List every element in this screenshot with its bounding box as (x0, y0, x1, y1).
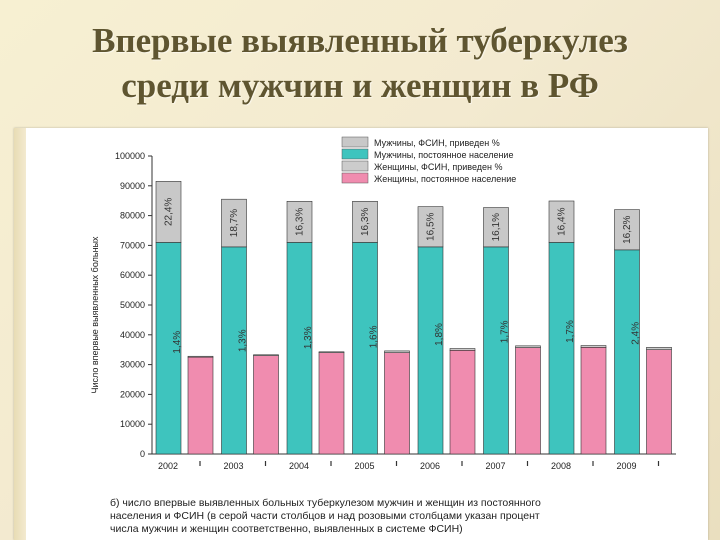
women-fsin-percent-label: 1,8% (434, 323, 445, 346)
women-fsin-percent-label: 1,4% (172, 331, 183, 354)
men-fsin-percent-label: 16,1% (491, 213, 502, 241)
legend-swatch (341, 136, 369, 148)
women-fsin-percent-label: 2,4% (631, 322, 642, 345)
y-tick-label: 0 (140, 449, 145, 459)
frame-edge (14, 128, 26, 540)
chart-caption-line: числа мужчин и женщин соответственно, вы… (110, 523, 463, 535)
y-tick-label: 30000 (120, 360, 145, 370)
slide-title-line-2: среди мужчин и женщин в РФ (121, 66, 599, 105)
bar-men-civil (483, 246, 509, 455)
bar-women-civil (580, 347, 607, 455)
bar-women-fsin (449, 348, 476, 351)
legend-swatch (341, 148, 369, 160)
bar-women-fsin (318, 351, 345, 353)
bar-women-fsin (187, 355, 214, 358)
x-tick-label: 2006 (420, 461, 440, 471)
women-fsin-percent-label: 1,7% (565, 320, 576, 343)
men-fsin-percent-label: 16,5% (426, 212, 437, 240)
bar-women-fsin (646, 347, 672, 350)
x-tick-label: 2004 (289, 461, 309, 471)
bar-women-civil (646, 349, 672, 455)
x-tick-label: 2007 (485, 461, 505, 471)
x-tick-label: 2009 (616, 461, 636, 471)
bar-women-civil (515, 347, 541, 455)
y-tick-label: 100000 (115, 151, 145, 161)
bar-men-fsin (155, 181, 182, 243)
bar-men-civil (548, 242, 575, 455)
x-tick-label: 2008 (551, 461, 571, 471)
y-tick-label: 40000 (120, 330, 145, 340)
bar-women-fsin (515, 345, 541, 348)
men-fsin-percent-label: 16,3% (360, 208, 371, 236)
slide-title: Впервые выявленный туберкулез среди мужч… (0, 18, 720, 108)
bar-men-civil (286, 242, 313, 455)
legend-label: Женщины, ФСИН, приведен % (374, 162, 502, 172)
bar-women-fsin (580, 345, 607, 348)
women-fsin-percent-label: 1,6% (369, 325, 380, 348)
bar-men-fsin (417, 206, 444, 248)
bar-women-fsin (384, 350, 410, 353)
y-tick-label: 90000 (120, 181, 145, 191)
x-tick-label: 2002 (158, 461, 178, 471)
bar-women-civil (318, 352, 345, 455)
chart-frame: 0 10000 20000 30000 40000 50000 60000 70000 8000… (14, 128, 708, 540)
women-fsin-percent-label: 1,7% (500, 320, 511, 343)
y-tick-label: 60000 (120, 270, 145, 280)
bar-men-fsin (221, 198, 247, 248)
chart-caption-line: б) число впервые выявленных больных тубе… (110, 497, 541, 509)
women-fsin-percent-label: 1,3% (303, 326, 314, 349)
bar-men-civil (352, 242, 378, 455)
bar-men-fsin (483, 207, 509, 248)
bar-men-fsin (614, 209, 640, 251)
men-fsin-percent-label: 18,7% (229, 209, 240, 237)
x-tick-label: 2005 (354, 461, 374, 471)
men-fsin-percent-label: 22,4% (164, 198, 175, 226)
men-fsin-percent-label: 16,4% (557, 207, 568, 235)
chart-caption-line: населения и ФСИН (в серой части столбцов… (110, 510, 540, 522)
men-fsin-percent-label: 16,2% (622, 215, 633, 243)
y-tick-label: 50000 (120, 300, 145, 310)
men-fsin-percent-label: 16,3% (295, 208, 306, 236)
y-tick-label: 20000 (120, 389, 145, 399)
legend-label: Женщины, постоянное население (374, 174, 516, 184)
y-tick-label: 80000 (120, 211, 145, 221)
legend-swatch (341, 172, 369, 184)
legend-label: Мужчины, ФСИН, приведен % (374, 138, 500, 148)
bar-men-fsin (548, 200, 575, 243)
y-axis-label: Число впервые выявленных больных (90, 236, 100, 394)
bar-women-fsin (253, 354, 279, 356)
women-fsin-percent-label: 1,3% (238, 329, 249, 352)
legend-swatch (341, 160, 369, 172)
bar-men-fsin (286, 200, 313, 243)
x-tick-label: 2003 (223, 461, 243, 471)
bar-women-civil (187, 356, 214, 455)
bar-men-civil (417, 246, 444, 455)
slide-title-line-1: Впервые выявленный туберкулез (92, 21, 628, 60)
bar-women-civil (384, 352, 410, 455)
bar-women-civil (253, 355, 279, 455)
bar-men-civil (614, 249, 640, 455)
bar-men-civil (155, 242, 182, 455)
legend-label: Мужчины, постоянное население (374, 150, 513, 160)
bar-men-fsin (352, 200, 378, 243)
y-tick-label: 70000 (120, 240, 145, 250)
y-tick-label: 10000 (120, 419, 145, 429)
bar-women-civil (449, 349, 476, 455)
tb-bar-chart: 0 10000 20000 30000 40000 50000 60000 70000 8000… (90, 136, 676, 535)
